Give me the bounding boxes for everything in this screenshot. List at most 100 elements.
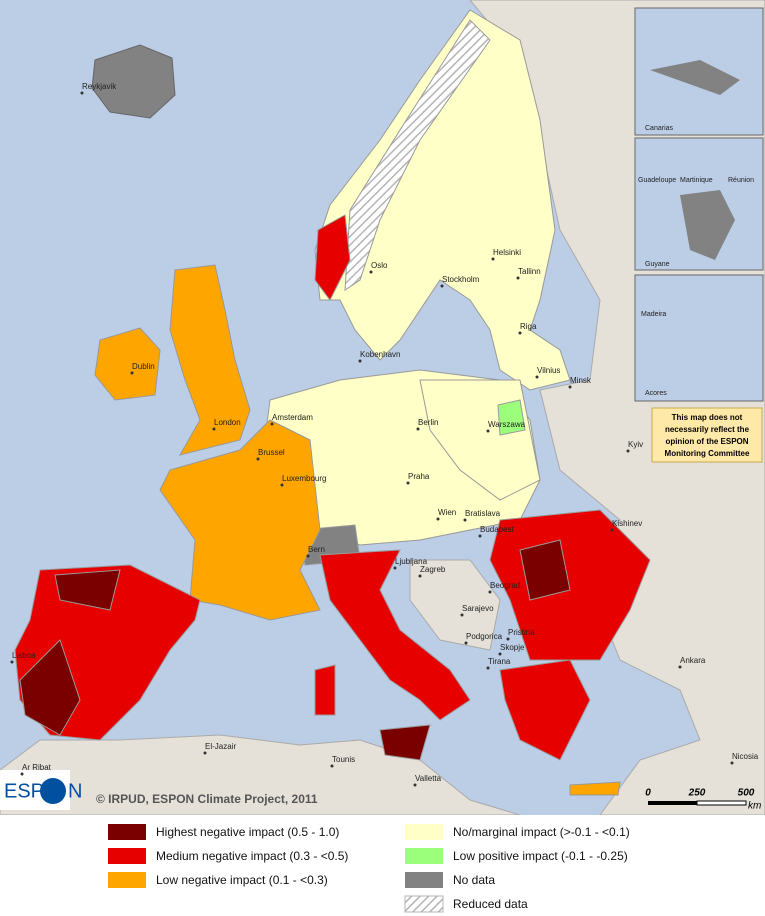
city-marker xyxy=(535,375,539,379)
iceland xyxy=(91,44,176,119)
city-marker xyxy=(10,660,14,664)
city-marker xyxy=(130,371,134,375)
scale-bar xyxy=(696,800,747,806)
city-label: Reykjavik xyxy=(82,82,117,91)
city-marker xyxy=(280,483,284,487)
city-marker xyxy=(393,566,397,570)
legend-label: Low negative impact (0.1 - <0.3) xyxy=(156,873,328,887)
city-label: Dublin xyxy=(132,362,155,371)
legend-label: Highest negative impact (0.5 - 1.0) xyxy=(156,825,339,839)
city-label: London xyxy=(214,418,241,427)
legend-label: Medium negative impact (0.3 - <0.5) xyxy=(156,849,348,863)
logo-emblem xyxy=(40,778,66,804)
city-label: Ankara xyxy=(680,656,706,665)
city-marker xyxy=(486,666,490,670)
city-label: Zagreb xyxy=(420,565,446,574)
legend-swatch xyxy=(108,848,146,864)
inset-label: Madeira xyxy=(641,311,666,318)
city-marker xyxy=(486,429,490,433)
canarias-islands xyxy=(650,60,740,95)
city-marker xyxy=(413,783,417,787)
city-label: Tallinn xyxy=(518,267,541,276)
legend-swatch xyxy=(404,895,444,913)
city-marker xyxy=(80,91,84,95)
disclaimer-line: This map does not xyxy=(672,413,743,422)
scale-bar xyxy=(648,801,697,805)
legend-label: No/marginal impact (>-0.1 - <0.1) xyxy=(453,825,630,839)
city-label: Bern xyxy=(308,545,325,554)
city-label: Brussel xyxy=(258,448,285,457)
inset-label: Canarias xyxy=(645,125,674,132)
inset-label: Guyane xyxy=(645,261,670,268)
city-marker xyxy=(270,422,274,426)
city-marker xyxy=(306,554,310,558)
city-label: Podgorica xyxy=(466,632,503,641)
city-marker xyxy=(568,385,572,389)
balkans-non-espon xyxy=(409,559,501,651)
sardinia xyxy=(314,664,336,716)
city-label: Bratislava xyxy=(465,509,501,518)
city-label: Beograd xyxy=(490,581,520,590)
logo-text: N xyxy=(68,780,82,802)
legend-swatch xyxy=(405,848,443,864)
city-marker xyxy=(20,772,24,776)
inset-label: Acores xyxy=(645,390,667,397)
city-label: Valletta xyxy=(415,774,442,783)
legend-label: Low positive impact (-0.1 - -0.25) xyxy=(453,849,628,863)
sicily xyxy=(379,724,431,761)
city-label: Budapest xyxy=(480,525,515,534)
low-positive xyxy=(497,399,526,436)
city-marker xyxy=(330,764,334,768)
city-label: Wien xyxy=(438,508,456,517)
city-label: Stockholm xyxy=(442,275,480,284)
city-label: Pristina xyxy=(508,628,535,637)
city-marker xyxy=(212,427,216,431)
city-marker xyxy=(436,517,440,521)
city-marker xyxy=(464,641,468,645)
city-label: El-Jazair xyxy=(205,742,236,751)
city-marker xyxy=(506,637,510,641)
city-marker xyxy=(518,331,522,335)
city-label: Riga xyxy=(520,322,537,331)
legend-swatch xyxy=(108,872,146,888)
reduced-data xyxy=(344,19,491,291)
city-label: Skopje xyxy=(500,643,525,652)
city-label: Tirana xyxy=(488,657,511,666)
city-label: Ar Ribat xyxy=(22,763,52,772)
guyane-shape xyxy=(680,190,735,260)
inset-frame xyxy=(634,274,764,402)
disclaimer-box xyxy=(651,407,763,463)
scale-label: 0 xyxy=(645,788,651,799)
logo-text: ESP xyxy=(4,780,44,802)
city-label: Tounis xyxy=(332,755,355,764)
city-label: Berlin xyxy=(418,418,438,427)
city-marker xyxy=(491,257,495,261)
city-label: Lisboa xyxy=(12,651,36,660)
city-marker xyxy=(203,751,207,755)
city-marker xyxy=(358,359,362,363)
copyright: © IRPUD, ESPON Climate Project, 2011 xyxy=(96,792,318,806)
city-marker xyxy=(626,449,630,453)
city-marker xyxy=(418,574,422,578)
city-label: Nicosia xyxy=(732,752,759,761)
city-label: Helsinki xyxy=(493,248,521,257)
city-marker xyxy=(440,284,444,288)
city-label: Warszawa xyxy=(488,420,526,429)
ireland xyxy=(94,327,161,401)
city-label: Kobenhavn xyxy=(360,350,400,359)
crete xyxy=(569,781,621,796)
legend-label: No data xyxy=(453,873,495,887)
city-marker xyxy=(516,276,520,280)
inset-label: Martinique xyxy=(680,177,713,184)
iberia-north xyxy=(54,569,121,611)
inset-label: Réunion xyxy=(728,177,754,184)
legend-swatch xyxy=(108,824,146,840)
city-marker xyxy=(478,534,482,538)
disclaimer-line: Monitoring Committee xyxy=(665,449,750,458)
city-label: Luxembourg xyxy=(282,474,326,483)
iberia-south xyxy=(19,639,81,736)
disclaimer-line: opinion of the ESPON xyxy=(665,437,748,446)
disclaimer-line: necessarily reflect the xyxy=(665,425,750,434)
city-marker xyxy=(416,427,420,431)
